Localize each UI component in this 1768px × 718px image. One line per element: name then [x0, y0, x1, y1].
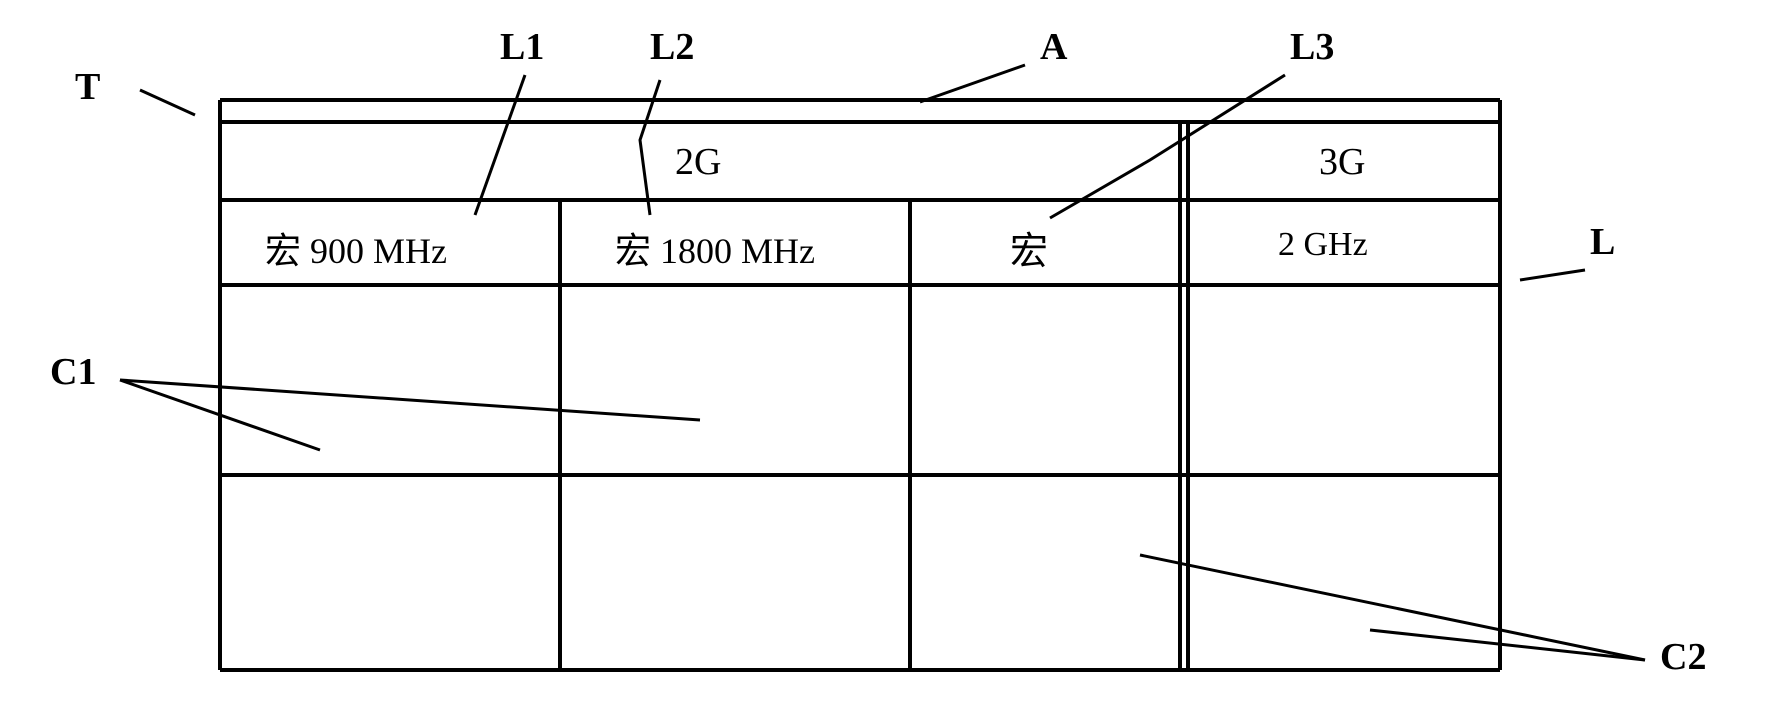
cell-2ghz: 2 GHz — [1278, 226, 1368, 264]
label-C2: C2 — [1660, 635, 1706, 679]
label-L3: L3 — [1290, 25, 1334, 69]
cell-3g: 3G — [1319, 140, 1365, 184]
cell-macro: 宏 — [1010, 220, 1048, 275]
label-C1: C1 — [50, 350, 96, 394]
label-T: T — [75, 65, 100, 109]
cell-1800: 宏 1800 MHz — [615, 222, 815, 274]
label-L1: L1 — [500, 25, 544, 69]
label-L: L — [1590, 220, 1615, 264]
cell-900: 宏 900 MHz — [265, 222, 447, 274]
cell-2g: 2G — [675, 140, 721, 184]
label-L2: L2 — [650, 25, 694, 69]
label-A: A — [1040, 25, 1067, 69]
